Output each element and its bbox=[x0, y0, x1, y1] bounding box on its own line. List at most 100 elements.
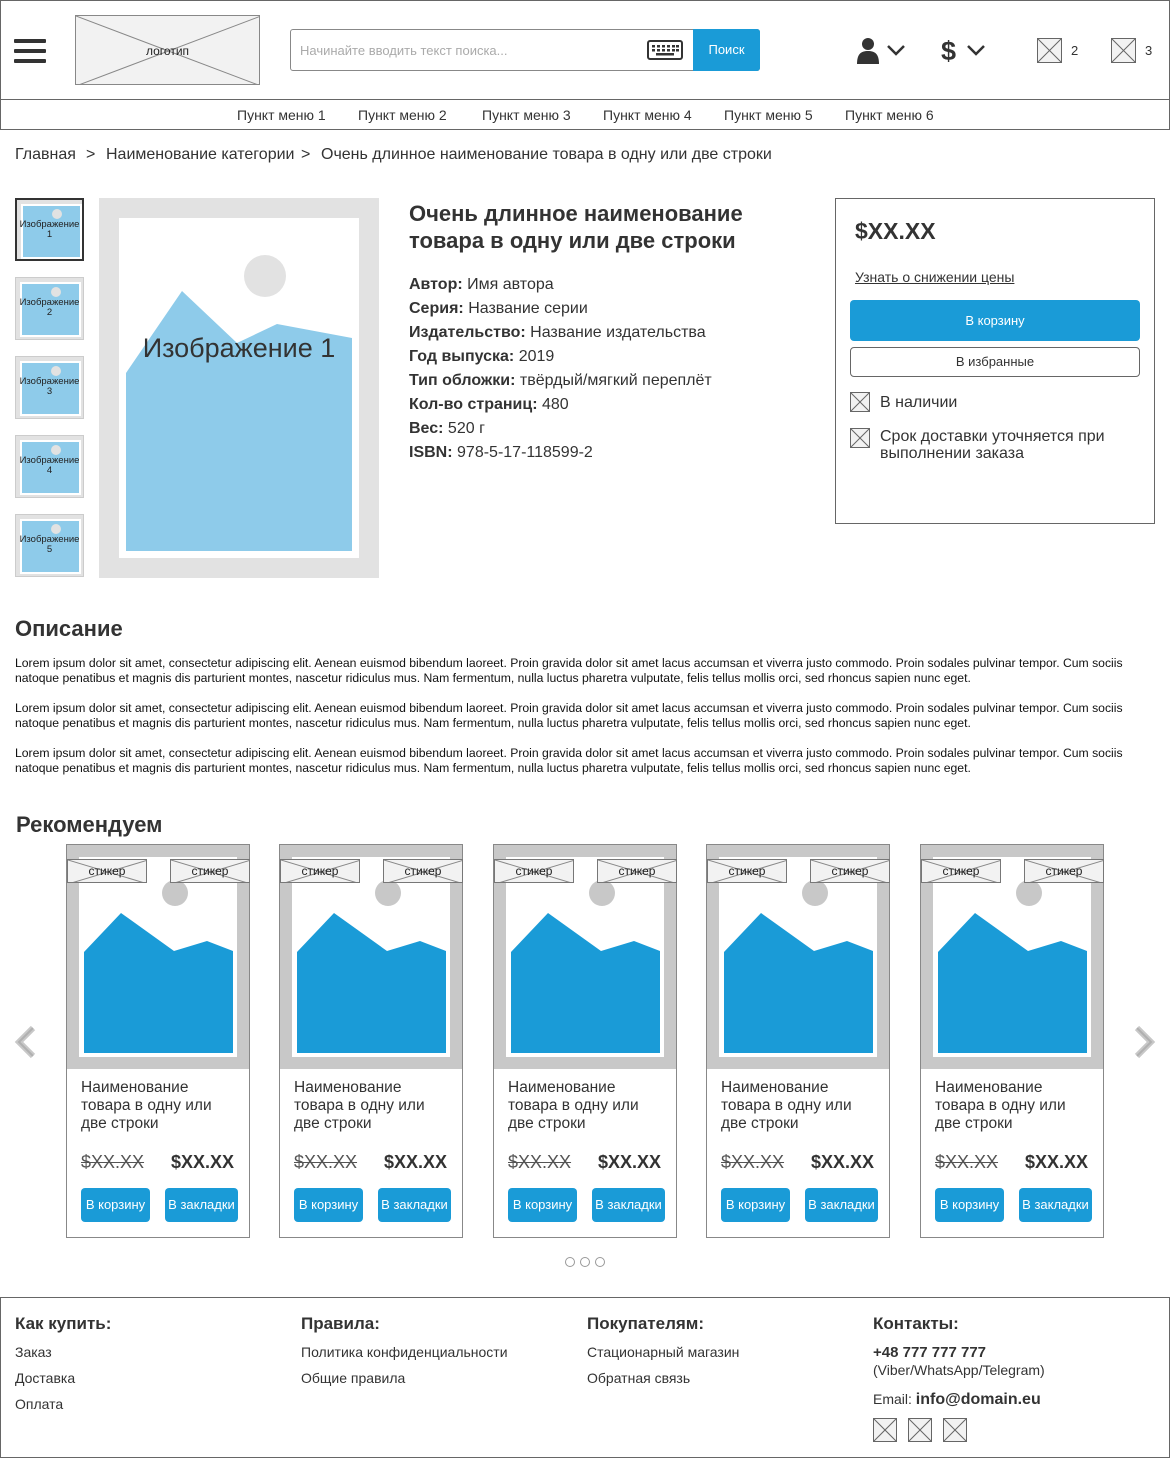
card-bookmark-button[interactable]: В закладки bbox=[378, 1188, 451, 1222]
product-card-name[interactable]: Наименование товара в одну или две строк… bbox=[935, 1079, 1066, 1132]
logo[interactable]: логотип bbox=[75, 15, 260, 85]
card-cart-button[interactable]: В корзину bbox=[721, 1188, 790, 1222]
social-icon-2[interactable] bbox=[908, 1418, 932, 1442]
description-paragraph-3: Lorem ipsum dolor sit amet, consectetur … bbox=[15, 746, 1123, 775]
sticker-badge: стикер bbox=[810, 859, 890, 883]
product-card-name[interactable]: Наименование товара в одну или две строк… bbox=[508, 1079, 639, 1132]
carousel-next-arrow-icon[interactable] bbox=[1131, 1025, 1157, 1059]
description-paragraph-1: Lorem ipsum dolor sit amet, consectetur … bbox=[15, 656, 1123, 685]
sticker-label: стикер bbox=[831, 864, 869, 878]
menu-item-3[interactable]: Пункт меню 3 bbox=[482, 107, 571, 123]
attr-pages: Кол-во страниц: 480 bbox=[409, 396, 569, 414]
product-card-old-price: $XX.XX bbox=[81, 1152, 145, 1172]
product-card-name[interactable]: Наименование товара в одну или две строк… bbox=[81, 1079, 212, 1132]
description-paragraph-2: Lorem ipsum dolor sit amet, consectetur … bbox=[15, 701, 1123, 730]
card-cart-button[interactable]: В корзину bbox=[935, 1188, 1004, 1222]
product-card-name[interactable]: Наименование товара в одну или две строк… bbox=[294, 1079, 425, 1132]
social-icon-3[interactable] bbox=[943, 1418, 967, 1442]
add-to-favorites-button[interactable]: В избранные bbox=[850, 347, 1140, 377]
product-card[interactable]: стикер стикер Наименование товара в одну… bbox=[706, 844, 890, 1238]
currency-menu[interactable]: $ bbox=[940, 36, 990, 66]
footer-link-delivery[interactable]: Доставка bbox=[15, 1370, 76, 1386]
main-product-image[interactable]: Изображение 1 bbox=[99, 198, 379, 578]
breadcrumb-home[interactable]: Главная bbox=[15, 146, 76, 163]
product-card-price: $XX.XX bbox=[810, 1152, 874, 1172]
sticker-badge: стикер bbox=[921, 859, 1001, 883]
product-card-old-price: $XX.XX bbox=[935, 1152, 999, 1172]
account-menu[interactable] bbox=[856, 37, 908, 65]
menu-item-4[interactable]: Пункт меню 4 bbox=[603, 107, 692, 123]
attr-weight: Вес: 520 г bbox=[409, 420, 485, 438]
search-box bbox=[290, 29, 760, 71]
menu-item-5[interactable]: Пункт меню 5 bbox=[724, 107, 813, 123]
sticker-label: стикер bbox=[301, 864, 339, 878]
product-card-name[interactable]: Наименование товара в одну или две строк… bbox=[721, 1079, 852, 1132]
logo-label: логотип bbox=[145, 44, 190, 58]
card-cart-button[interactable]: В корзину bbox=[508, 1188, 577, 1222]
footer-link-store[interactable]: Стационарный магазин bbox=[587, 1344, 740, 1360]
attr-value: Название издательства bbox=[530, 324, 706, 341]
breadcrumb-separator: > bbox=[301, 146, 311, 163]
gallery-thumb-3[interactable]: Изображение 3 bbox=[15, 356, 84, 419]
footer-email[interactable]: info@domain.eu bbox=[915, 1391, 1041, 1408]
carousel-prev-arrow-icon[interactable] bbox=[13, 1025, 39, 1059]
sticker-label: стикер bbox=[191, 864, 229, 878]
recommended-heading: Рекомендуем bbox=[16, 812, 163, 837]
carousel-dot-3[interactable] bbox=[595, 1257, 605, 1267]
menu-item-6[interactable]: Пункт меню 6 bbox=[845, 107, 934, 123]
gallery-thumb-5[interactable]: Изображение 5 bbox=[15, 514, 84, 577]
footer-phone[interactable]: +48 777 777 777 bbox=[873, 1344, 987, 1361]
sticker-label: стикер bbox=[515, 864, 553, 878]
attr-value: 480 bbox=[542, 396, 569, 413]
add-to-cart-button[interactable]: В корзину bbox=[850, 300, 1140, 341]
product-card-price: $XX.XX bbox=[1024, 1152, 1088, 1172]
gallery-thumb-4[interactable]: Изображение 4 bbox=[15, 435, 84, 498]
search-button[interactable]: Поиск bbox=[693, 29, 760, 71]
card-bookmark-button[interactable]: В закладки bbox=[592, 1188, 665, 1222]
footer-link-general-rules[interactable]: Общие правила bbox=[301, 1370, 406, 1386]
gallery-thumb-2[interactable]: Изображение 2 bbox=[15, 277, 84, 340]
cart-icon[interactable] bbox=[1111, 38, 1136, 63]
svg-text:$: $ bbox=[941, 36, 956, 66]
attr-value: 978-5-17-118599-2 bbox=[457, 444, 593, 461]
product-price: $XX.XX bbox=[855, 218, 936, 244]
footer-link-privacy[interactable]: Политика конфиденциальности bbox=[301, 1344, 508, 1360]
price-drop-link[interactable]: Узнать о снижении цены bbox=[855, 269, 1015, 285]
card-cart-button[interactable]: В корзину bbox=[294, 1188, 363, 1222]
sticker-badge: стикер bbox=[597, 859, 677, 883]
sticker-label: стикер bbox=[618, 864, 656, 878]
carousel-dot-1[interactable] bbox=[565, 1257, 575, 1267]
breadcrumb-category[interactable]: Наименование категории bbox=[106, 146, 295, 163]
attr-value: Имя автора bbox=[467, 276, 554, 293]
product-card[interactable]: стикер стикер Наименование товара в одну… bbox=[279, 844, 463, 1238]
card-bookmark-button[interactable]: В закладки bbox=[165, 1188, 238, 1222]
attr-value: Название серии bbox=[468, 300, 588, 317]
menu-burger-icon[interactable] bbox=[14, 39, 46, 63]
card-cart-button[interactable]: В корзину bbox=[81, 1188, 150, 1222]
compare-count: 2 bbox=[1071, 43, 1079, 58]
compare-icon[interactable] bbox=[1037, 38, 1062, 63]
footer-link-feedback[interactable]: Обратная связь bbox=[587, 1370, 691, 1386]
card-bookmark-button[interactable]: В закладки bbox=[1019, 1188, 1092, 1222]
sticker-label: стикер bbox=[1045, 864, 1083, 878]
product-card[interactable]: стикер стикер Наименование товара в одну… bbox=[920, 844, 1104, 1238]
social-icon-1[interactable] bbox=[873, 1418, 897, 1442]
keyboard-icon[interactable] bbox=[647, 40, 683, 60]
attr-label: Кол-во страниц: bbox=[409, 396, 538, 413]
footer-link-payment[interactable]: Оплата bbox=[15, 1396, 64, 1412]
attr-cover: Тип обложки: твёрдый/мягкий переплёт bbox=[409, 372, 712, 390]
product-title: Очень длинное наименование товара в одну… bbox=[409, 201, 743, 253]
product-card[interactable]: стикер стикер Наименование товара в одну… bbox=[493, 844, 677, 1238]
search-input[interactable] bbox=[291, 30, 641, 70]
delivery-icon bbox=[850, 428, 870, 448]
gallery-thumb-1[interactable]: Изображение 1 bbox=[15, 198, 84, 261]
footer-link-order[interactable]: Заказ bbox=[15, 1344, 52, 1360]
carousel-dot-2[interactable] bbox=[580, 1257, 590, 1267]
product-card[interactable]: стикер стикер Наименование товара в одну… bbox=[66, 844, 250, 1238]
attr-label: Серия: bbox=[409, 300, 464, 317]
card-bookmark-button[interactable]: В закладки bbox=[805, 1188, 878, 1222]
menu-item-2[interactable]: Пункт меню 2 bbox=[358, 107, 447, 123]
sticker-badge: стикер bbox=[494, 859, 574, 883]
sticker-badge: стикер bbox=[1024, 859, 1104, 883]
menu-item-1[interactable]: Пункт меню 1 bbox=[237, 107, 326, 123]
